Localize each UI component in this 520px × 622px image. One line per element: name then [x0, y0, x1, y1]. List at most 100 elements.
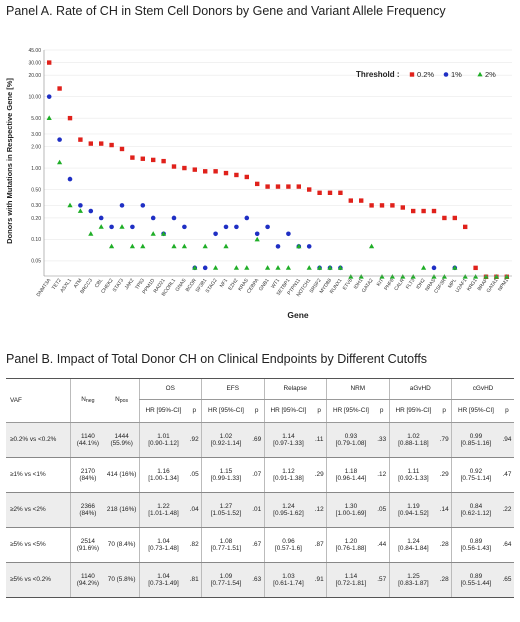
data-point: [46, 115, 52, 121]
hr-cell: 1.03 [0.61-1.74]: [263, 562, 313, 598]
p-cell: .57: [374, 562, 389, 598]
subheader-p: p: [437, 399, 452, 423]
data-point: [171, 215, 177, 221]
data-point: [379, 203, 385, 208]
data-point: [213, 265, 219, 270]
x-tick-label: IDH2: [415, 278, 427, 291]
subheader-p: p: [374, 399, 389, 423]
header-cgvhd: cGvHD: [451, 378, 514, 400]
data-point: [337, 265, 343, 270]
hr-cell: 1.11 [0.92-1.33]: [388, 457, 438, 493]
hr-cell: 1.22 [1.01-1.48]: [138, 492, 188, 528]
y-axis-label: Donors with Mutations in Respective Gene…: [5, 78, 14, 244]
data-point: [140, 243, 146, 249]
x-tick-label: STAT3: [112, 278, 126, 294]
data-point: [203, 169, 208, 174]
y-tick-label: 0.10: [31, 237, 41, 243]
header-npos: Npos: [104, 378, 140, 423]
hr-cell: 1.02 [0.88-1.18]: [388, 422, 438, 458]
legend: Threshold : 0.2% 1% 2%: [356, 70, 496, 79]
p-cell: .47: [499, 457, 514, 493]
x-tick-label: MPL: [447, 278, 458, 290]
data-point: [338, 190, 343, 196]
data-point: [192, 167, 197, 172]
data-point: [77, 208, 83, 213]
subheader-p: p: [249, 399, 265, 423]
data-point: [67, 176, 73, 182]
x-tick-label: GNB1: [258, 278, 271, 293]
data-point: [244, 265, 250, 270]
data-point: [140, 156, 145, 161]
hr-cell: 1.08 [0.77-1.51]: [201, 527, 250, 563]
x-tick-label: JAK2: [124, 278, 136, 291]
hr-cell: 1.09 [0.77-1.54]: [201, 562, 250, 598]
grid: [44, 49, 512, 262]
data-point: [119, 146, 125, 152]
legend-label: 2%: [485, 70, 496, 79]
p-cell: .01: [249, 492, 265, 528]
clinical-endpoints-table: VAF Nneg Npos OS EFS Relapse NRM aGvHD c…: [6, 378, 514, 598]
table-row: ≥5% vs <5% 2514 (91.6%) 70 (8.4%) 1.04 [0.73…: [6, 527, 514, 563]
p-cell: .12: [374, 457, 389, 493]
data-point: [202, 243, 208, 249]
data-point: [213, 169, 218, 174]
data-point: [421, 265, 427, 270]
y-tick-label: 5.00: [31, 116, 41, 122]
y-tick-label: 0.50: [31, 187, 41, 193]
hr-cell: 1.16 [1.00-1.34]: [138, 457, 188, 493]
data-point: [463, 224, 468, 230]
data-point: [359, 198, 364, 203]
x-tick-label: ATM: [73, 278, 84, 290]
header-npos-sub: pos: [119, 398, 129, 405]
data-point: [275, 265, 281, 270]
data-point: [358, 274, 364, 279]
vaf-cell: ≥0.2% vs <0.2%: [6, 422, 71, 458]
data-point: [151, 157, 156, 163]
data-point: [410, 274, 416, 279]
data-point: [109, 142, 114, 148]
data-point: [317, 265, 323, 270]
data-point: [421, 208, 426, 214]
p-cell: .82: [187, 527, 202, 563]
hr-cell: 1.15 [0.99-1.33]: [201, 457, 250, 493]
data-point: [130, 224, 135, 230]
data-point: [161, 231, 167, 236]
nneg-cell: 1140 (44.1%): [69, 422, 105, 458]
p-cell: .22: [499, 492, 514, 528]
hr-cell: 1.18 [0.96-1.44]: [326, 457, 375, 493]
p-cell: .12: [312, 492, 327, 528]
data-point: [483, 274, 489, 279]
data-point: [233, 265, 239, 270]
data-point: [223, 243, 229, 249]
hr-cell: 1.24 [0.84-1.84]: [388, 527, 438, 563]
data-point: [244, 215, 250, 221]
p-cell: .94: [499, 422, 514, 458]
x-tick-label: CEBPA: [246, 277, 261, 295]
p-cell: .07: [249, 457, 265, 493]
data-point: [57, 159, 63, 165]
data-point: [473, 265, 478, 271]
header-nneg: Nneg: [69, 378, 105, 423]
data-point: [57, 137, 62, 142]
data-point: [109, 243, 115, 249]
p-cell: .29: [437, 457, 452, 493]
data-point: [109, 224, 114, 230]
data-point: [275, 184, 281, 189]
data-point: [171, 243, 177, 249]
data-point: [431, 274, 437, 279]
data-point: [78, 203, 83, 208]
data-point: [327, 265, 333, 270]
hr-cell: 0.84 [0.62-1.12]: [450, 492, 500, 528]
subheader-p: p: [187, 399, 202, 423]
data-point: [98, 224, 104, 229]
p-cell: .69: [249, 422, 265, 458]
data-point: [452, 265, 458, 270]
p-cell: .67: [249, 527, 265, 563]
series-2: [46, 115, 510, 279]
series-1: [46, 94, 458, 271]
data-point: [286, 184, 291, 189]
p-cell: .92: [187, 422, 202, 458]
table-row: ≥1% vs <1% 2170 (84%) 414 (16%) 1.16 [1.00-1…: [6, 457, 514, 493]
data-point: [78, 137, 83, 142]
